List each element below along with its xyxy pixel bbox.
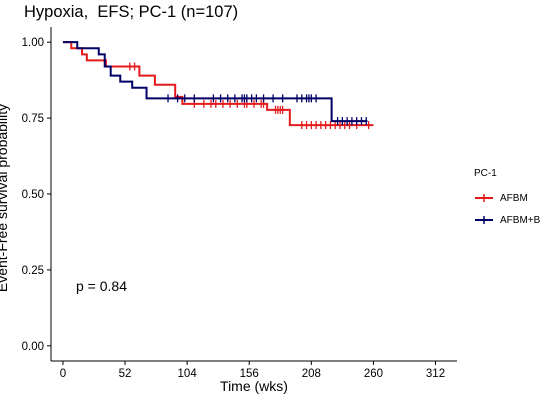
legend: PC-1 AFBM AFBM+B (474, 168, 540, 231)
legend-item-afbm: AFBM (474, 187, 540, 209)
chart-title: Hypoxia, EFS; PC-1 (n=107) (24, 3, 239, 21)
x-tick-label: 52 (119, 368, 132, 380)
y-tick-label: 1.00 (22, 37, 44, 49)
y-tick-label: 0.25 (22, 265, 44, 277)
y-tick-label: 0.75 (22, 113, 44, 125)
legend-title: PC-1 (474, 168, 497, 179)
legend-key-afbm (475, 194, 493, 202)
y-tick-label: 0.50 (22, 189, 44, 201)
x-tick-label: 260 (364, 368, 383, 380)
legend-label-afbm: AFBM (500, 192, 528, 204)
x-tick-label: 312 (426, 368, 445, 380)
km-curve-afbm-b (62, 41, 368, 123)
x-axis-label: Time (wks) (220, 378, 288, 394)
x-tick-label: 0 (60, 368, 66, 380)
km-curve-afbm (62, 41, 374, 127)
x-tick-label: 104 (178, 368, 198, 380)
legend-label-afbm-b: AFBM+B (500, 214, 541, 226)
legend-key-afbm-b (475, 216, 493, 224)
p-value-annotation: p = 0.84 (76, 278, 127, 294)
x-tick-label: 156 (240, 368, 259, 380)
y-tick-label: 0.00 (22, 341, 44, 353)
legend-item-afbm-b: AFBM+B (474, 209, 540, 231)
x-tick-label: 208 (302, 368, 321, 380)
y-axis-label: Event-Free survival probability (0, 103, 10, 293)
